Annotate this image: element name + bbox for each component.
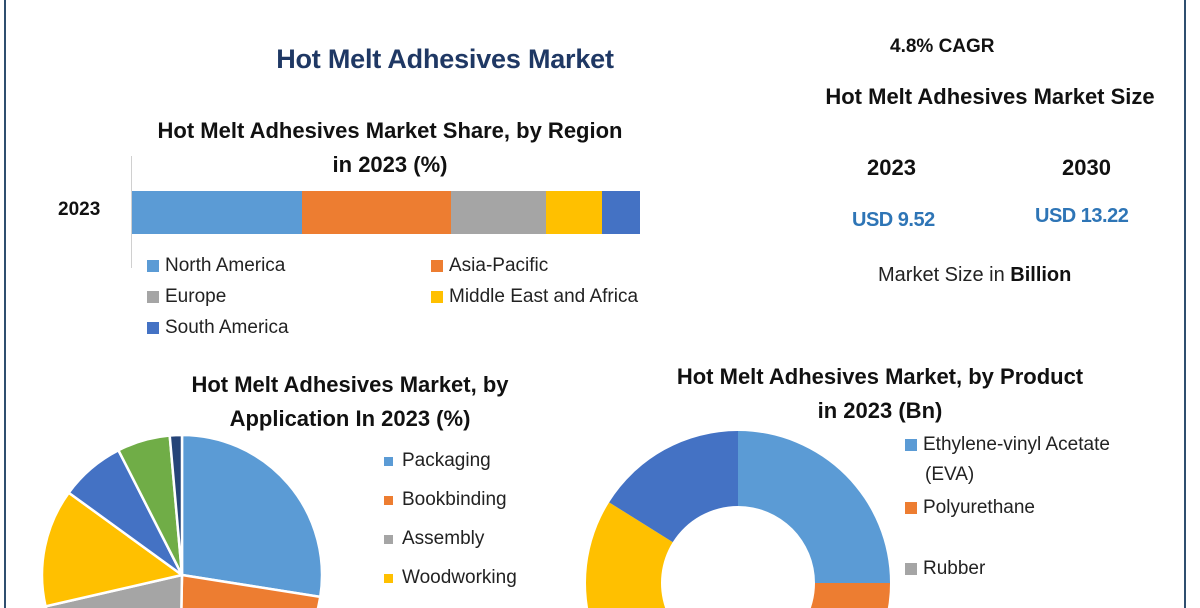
legend-item-assembly: Assembly	[384, 528, 484, 550]
unit-bold: Billion	[1010, 264, 1072, 286]
unit-prefix: Market Size in	[878, 264, 1011, 286]
legend-item-middle-east-africa: Middle East and Africa	[431, 286, 638, 308]
legend-item-north-america: North America	[147, 255, 285, 277]
legend-label: Rubber	[923, 558, 986, 579]
bar-segment-middle-east-and-africa	[545, 191, 603, 234]
legend-swatch-south-america	[147, 322, 159, 334]
bar-segment-south-america	[602, 191, 640, 234]
legend-swatch-eva	[905, 439, 917, 451]
legend-label: (EVA)	[925, 464, 975, 485]
legend-label: Ethylene-vinyl Acetate	[923, 434, 1110, 455]
slice-packaging	[180, 433, 324, 599]
legend-label: Asia-Pacific	[449, 255, 549, 276]
legend-label: Bookbinding	[402, 489, 507, 510]
legend-swatch-middle-east-africa	[431, 291, 443, 303]
slice-other-2	[609, 431, 738, 543]
legend-swatch-north-america	[147, 260, 159, 272]
legend-swatch-rubber	[905, 563, 917, 575]
market-value-2023: USD 9.52	[852, 209, 935, 231]
market-size-unit-note: Market Size in Billion	[878, 264, 1071, 287]
legend-item-eva: Ethylene-vinyl Acetate	[905, 434, 1110, 456]
slice-ethylene-vinyl-acetate-eva-	[738, 431, 890, 583]
legend-label: Europe	[165, 286, 227, 307]
legend-item-rubber: Rubber	[905, 558, 985, 580]
infographic-frame	[4, 0, 1186, 608]
region-chart-year-label: 2023	[58, 199, 101, 220]
legend-item-packaging: Packaging	[384, 450, 491, 472]
region-chart-axis	[131, 156, 132, 268]
legend-swatch-polyurethane	[905, 502, 917, 514]
application-chart-title: Hot Melt Adhesives Market, by Applicatio…	[140, 368, 560, 436]
main-title: Hot Melt Adhesives Market	[276, 44, 614, 74]
legend-swatch-europe	[147, 291, 159, 303]
bar-segment-asia-pacific	[301, 191, 452, 234]
legend-swatch-assembly	[384, 534, 393, 544]
cagr-label: 4.8% CAGR	[890, 36, 995, 57]
legend-label: Assembly	[402, 528, 485, 549]
region-stacked-bar	[132, 191, 640, 234]
legend-label: Polyurethane	[923, 497, 1035, 518]
application-chart-title-line1: Hot Melt Adhesives Market, by	[191, 372, 509, 397]
legend-label: North America	[165, 255, 286, 276]
legend-item-bookbinding: Bookbinding	[384, 489, 507, 511]
market-size-title: Hot Melt Adhesives Market Size	[825, 84, 1155, 109]
legend-swatch-bookbinding	[384, 495, 393, 505]
legend-label: Middle East and Africa	[449, 286, 639, 307]
market-size-panel: 4.8% CAGR Hot Melt Adhesives Market Size…	[800, 0, 1190, 300]
legend-label: South America	[165, 317, 289, 338]
legend-swatch-woodworking	[384, 573, 393, 583]
year-2023-label: 2023	[867, 155, 916, 180]
legend-item-south-america: South America	[147, 317, 289, 339]
product-chart-title-line1: Hot Melt Adhesives Market, by Product	[676, 364, 1084, 389]
legend-item-polyurethane: Polyurethane	[905, 497, 1035, 519]
slice-woodworking	[40, 490, 185, 608]
legend-item-eva-line2: (EVA)	[925, 464, 974, 486]
region-chart-title-line2: in 2023 (%)	[332, 152, 448, 177]
market-value-2030: USD 13.22	[1035, 205, 1129, 227]
legend-item-asia-pacific: Asia-Pacific	[431, 255, 548, 277]
legend-swatch-packaging	[384, 456, 393, 466]
slice-other-3	[168, 433, 184, 576]
product-chart-title: Hot Melt Adhesives Market, by Product in…	[620, 360, 1140, 428]
legend-swatch-asia-pacific	[431, 260, 443, 272]
region-chart-title-line1: Hot Melt Adhesives Market Share, by Regi…	[157, 118, 623, 143]
bar-segment-europe	[451, 191, 546, 234]
region-chart-title: Hot Melt Adhesives Market Share, by Regi…	[110, 114, 670, 182]
slice-other-1	[586, 502, 673, 608]
legend-item-woodworking: Woodworking	[384, 567, 517, 589]
legend-item-europe: Europe	[147, 286, 226, 308]
year-2030-label: 2030	[1062, 155, 1111, 180]
application-chart-title-line2: Application In 2023 (%)	[229, 406, 471, 431]
product-chart-title-line2: in 2023 (Bn)	[817, 398, 943, 423]
legend-label: Woodworking	[402, 567, 517, 588]
bar-segment-north-america	[132, 191, 302, 234]
legend-label: Packaging	[402, 450, 491, 471]
